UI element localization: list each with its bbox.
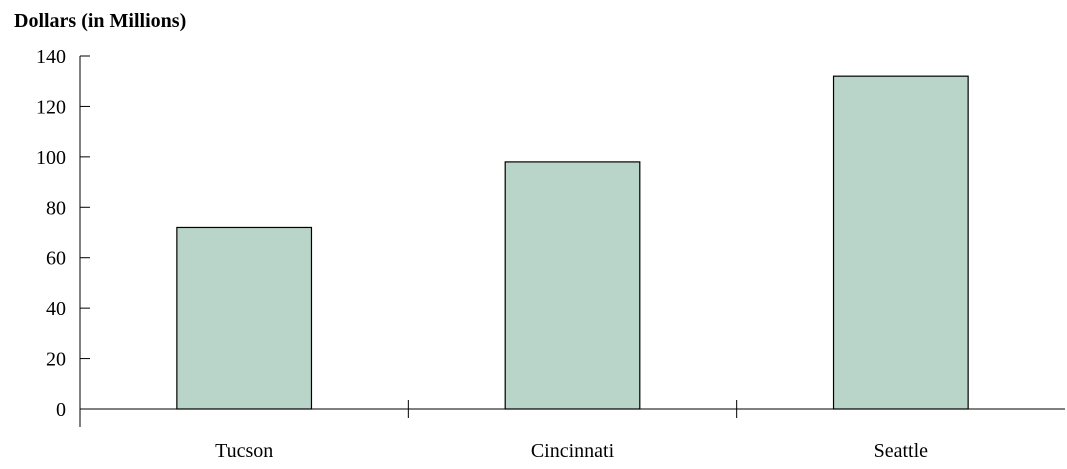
- y-tick-label: 20: [46, 349, 66, 371]
- y-tick-label: 0: [56, 399, 66, 421]
- bars: [176, 75, 969, 410]
- y-tick-label: 40: [46, 298, 66, 320]
- x-tick-label: Seattle: [874, 440, 929, 462]
- bar-tucson: [176, 226, 313, 410]
- y-tick-label: 140: [36, 46, 66, 68]
- x-tick-label: Cincinnati: [531, 440, 615, 462]
- y-tick-label: 120: [36, 96, 66, 118]
- bar-cincinnati: [504, 161, 641, 410]
- y-tick-label: 80: [46, 197, 66, 219]
- y-tick-label: 100: [36, 147, 66, 169]
- x-tick-label: Tucson: [215, 440, 273, 462]
- x-axis-ticks: Tucson Cincinnati Seattle: [215, 400, 928, 462]
- bar-seattle: [832, 75, 969, 410]
- y-axis-title: Dollars (in Millions): [14, 10, 186, 32]
- y-tick-label: 60: [46, 248, 66, 270]
- y-axis-ticks: 0 20 40 60 80 100 120 140: [36, 46, 90, 421]
